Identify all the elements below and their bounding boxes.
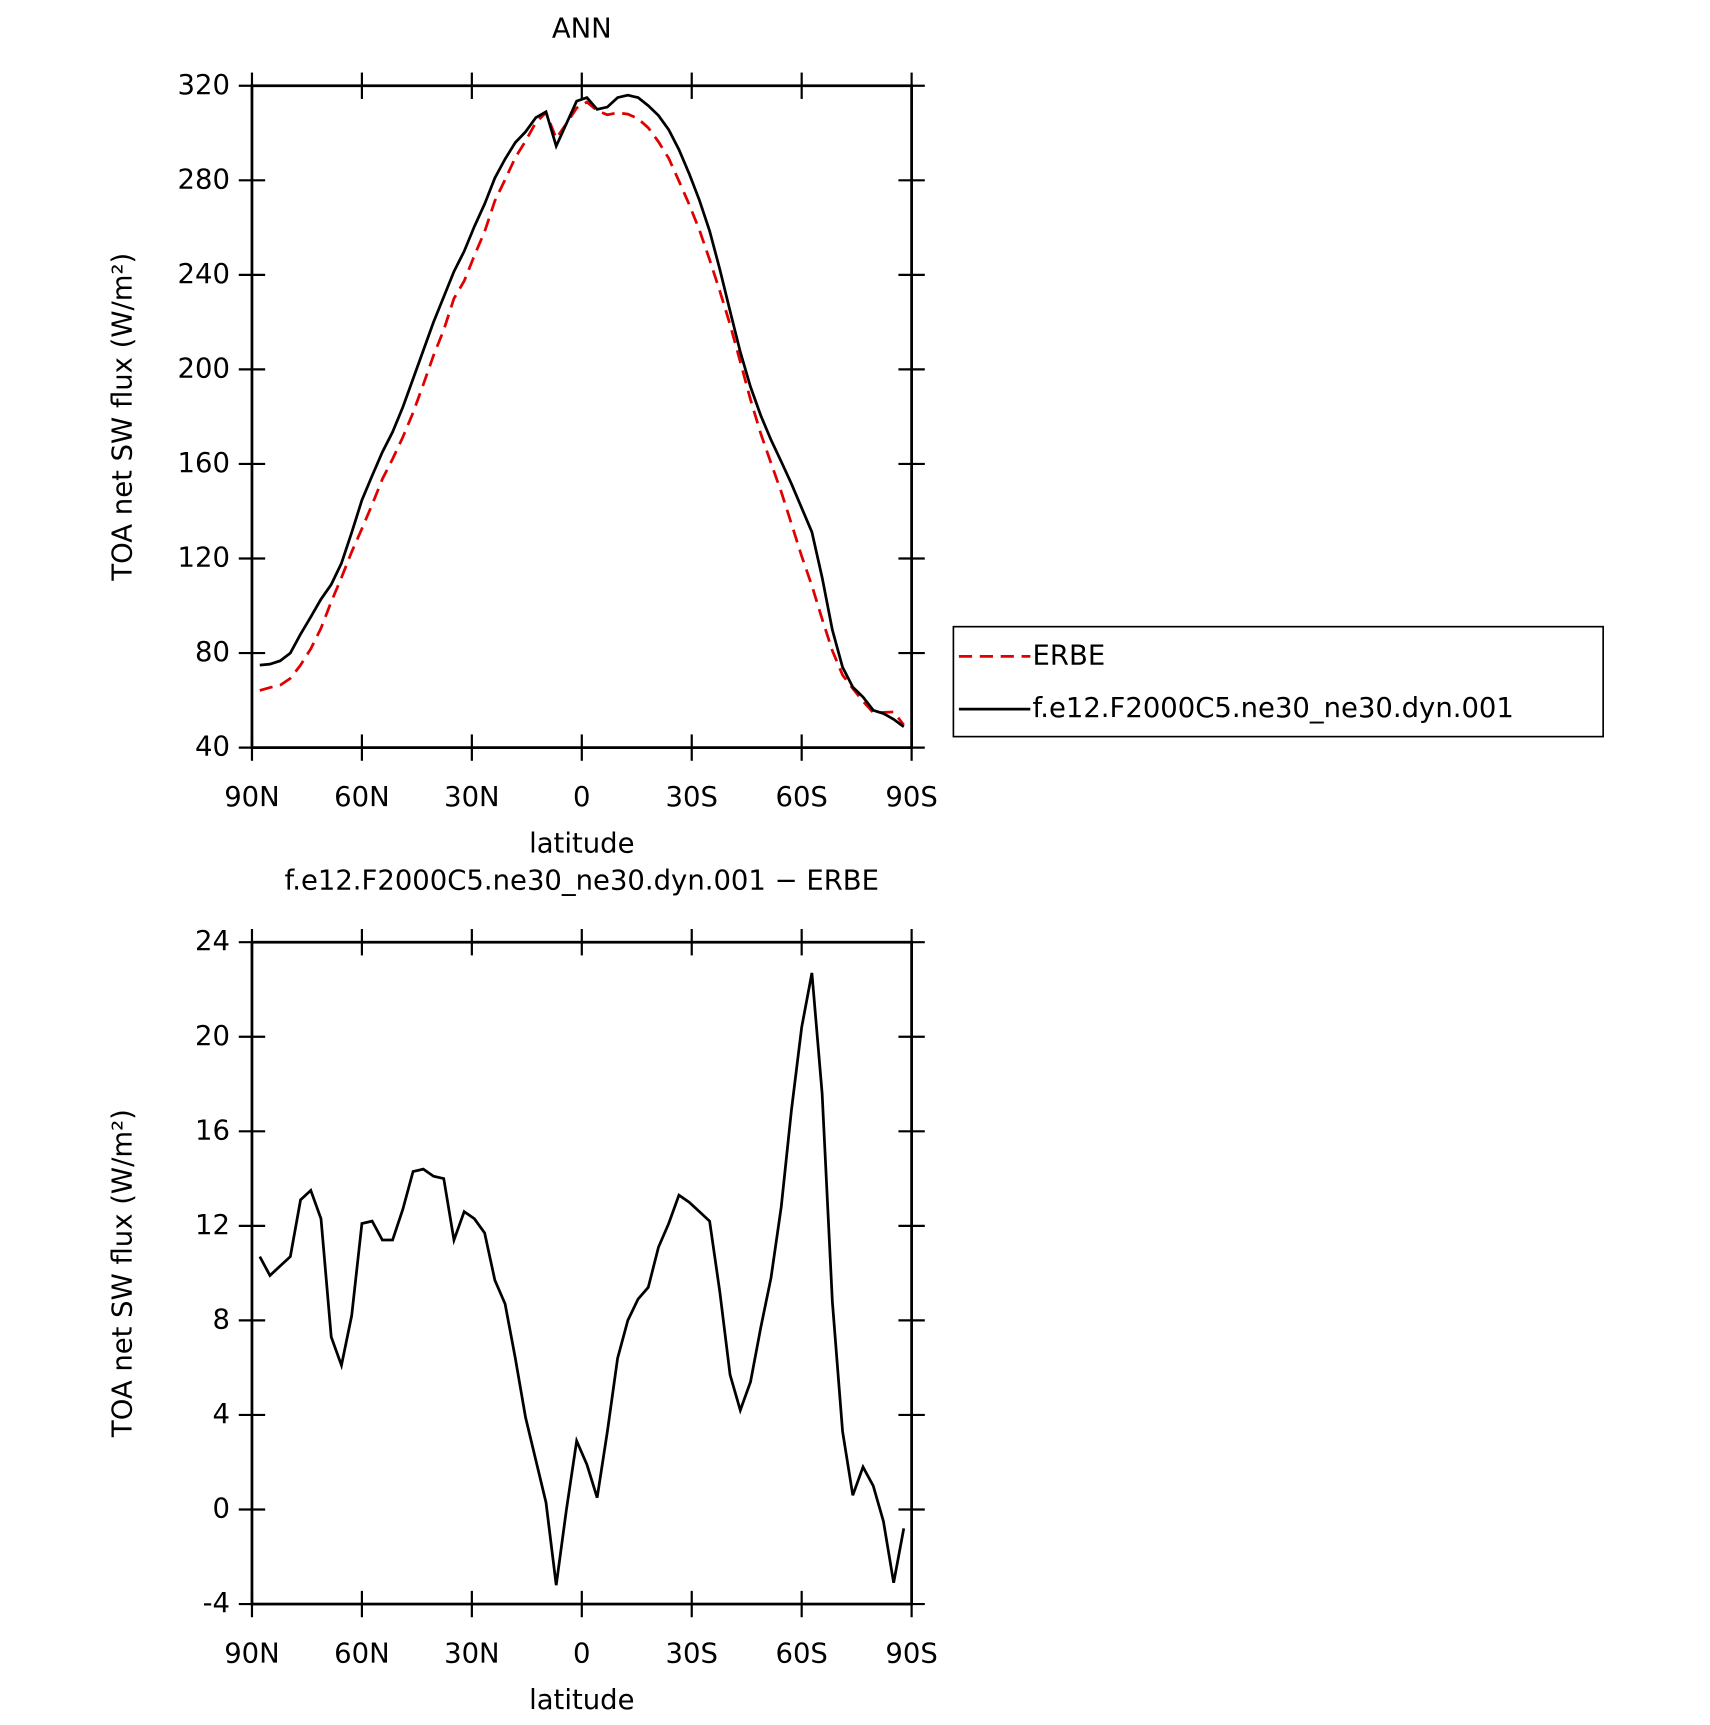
y-tick-label: 4 [212, 1398, 229, 1430]
x-tick-label: 60S [775, 781, 827, 813]
y-tick-label: 320 [178, 69, 230, 101]
y-axis-label: TOA net SW flux (W/m²) [106, 253, 138, 582]
x-tick-label: 30N [444, 1638, 500, 1670]
x-axis-label: latitude [529, 827, 634, 859]
plot-frame [250, 940, 913, 1606]
x-tick-label: 30S [666, 781, 718, 813]
x-tick-label: 90S [885, 1638, 937, 1670]
x-tick-label: 30S [666, 1638, 718, 1670]
x-tick-label: 60N [334, 1638, 390, 1670]
x-tick-label: 0 [573, 1638, 590, 1670]
y-tick-label: 240 [178, 258, 230, 290]
x-tick-label: 30N [444, 781, 500, 813]
data-line [259, 100, 905, 726]
legend-label: f.e12.F2000C5.ne30_ne30.dyn.001 [1033, 692, 1514, 724]
data-line [258, 972, 906, 1586]
y-tick-label: 120 [178, 542, 230, 574]
y-tick-label: 200 [178, 352, 230, 384]
y-tick-label: 160 [178, 447, 230, 479]
chart-title: f.e12.F2000C5.ne30_ne30.dyn.001 − ERBE [285, 865, 879, 897]
x-axis-label: latitude [529, 1684, 634, 1716]
y-tick-label: 16 [195, 1114, 230, 1146]
y-tick-label: 12 [195, 1209, 230, 1241]
data-line [259, 93, 905, 728]
y-tick-label: 80 [195, 636, 230, 668]
legend-box [952, 625, 1604, 738]
y-tick-label: 8 [212, 1303, 229, 1335]
y-tick-label: 40 [195, 731, 230, 763]
legend-label: ERBE [1033, 639, 1106, 671]
x-tick-label: 90N [224, 781, 280, 813]
chart-title: ANN [552, 13, 612, 45]
y-tick-label: 0 [212, 1493, 229, 1525]
x-tick-label: 60S [775, 1638, 827, 1670]
y-tick-label: 20 [195, 1020, 230, 1052]
y-axis-label: TOA net SW flux (W/m²) [106, 1109, 138, 1438]
y-tick-label: 24 [195, 925, 230, 957]
x-tick-label: 90N [224, 1638, 280, 1670]
legend: ERBE f.e12.F2000C5.ne30_ne30.dyn.001 [952, 625, 1604, 738]
y-tick-label: 280 [178, 163, 230, 195]
plot-frame [250, 84, 913, 749]
x-tick-label: 0 [573, 781, 590, 813]
x-tick-label: 90S [885, 781, 937, 813]
y-tick-label: -4 [203, 1587, 230, 1619]
x-tick-label: 60N [334, 781, 390, 813]
